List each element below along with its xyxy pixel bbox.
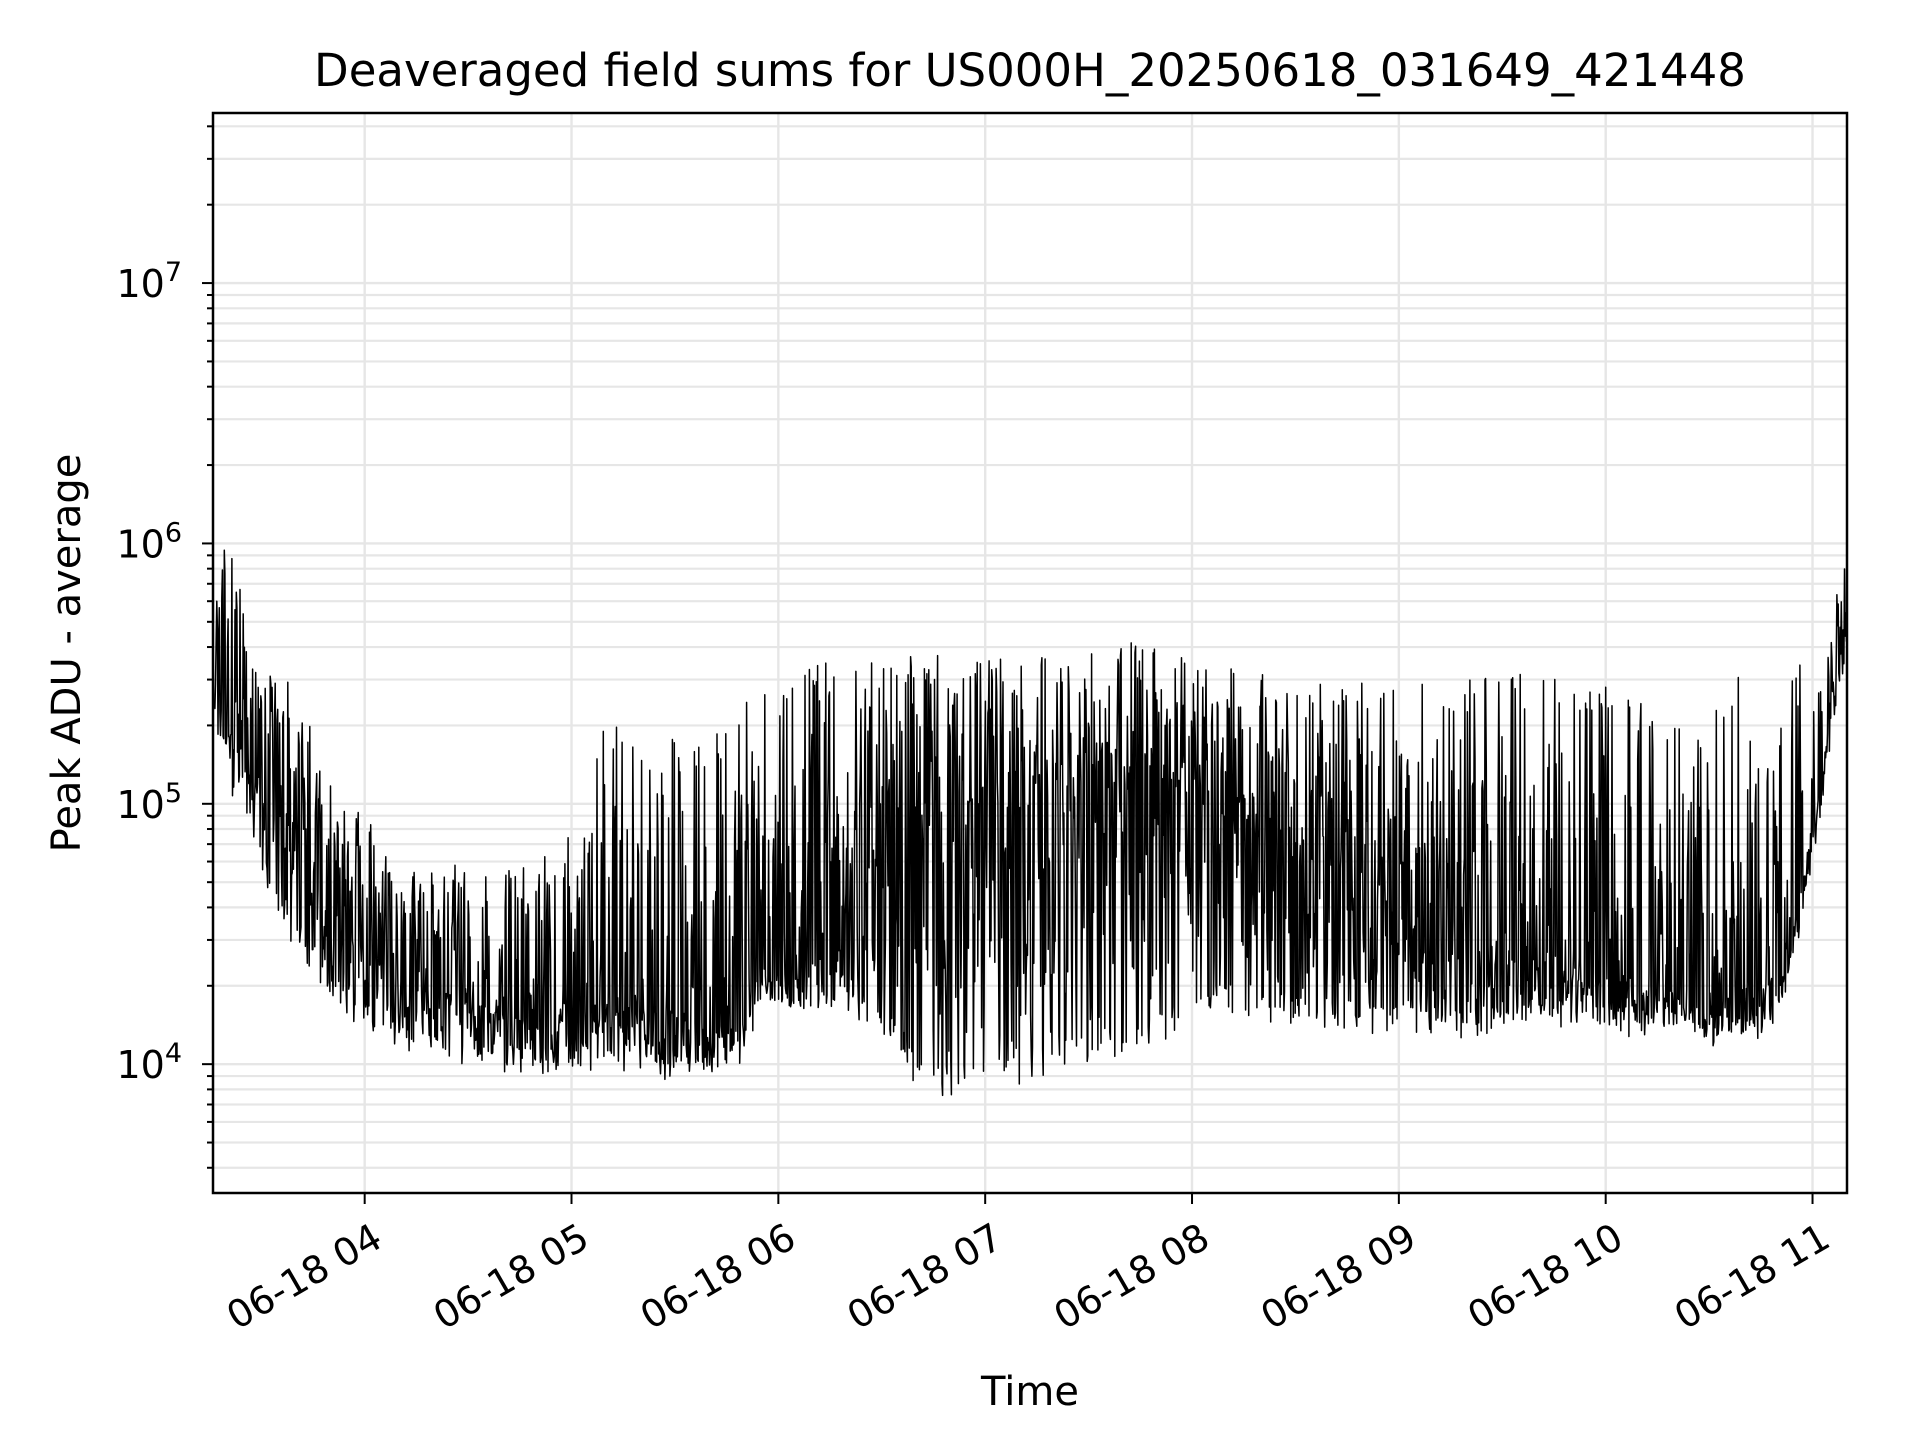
y-axis-label: Peak ADU - average (44, 454, 90, 853)
x-tick-label: 06-18 08 (1047, 1215, 1217, 1339)
x-tick-label: 06-18 07 (840, 1215, 1010, 1339)
grid-lines (213, 113, 1847, 1193)
x-tick-label: 06-18 05 (426, 1215, 596, 1339)
x-tick-label: 06-18 06 (633, 1215, 803, 1339)
x-axis-label: Time (980, 1369, 1079, 1415)
y-tick-label: 105 (116, 778, 182, 827)
y-tick-label: 107 (116, 257, 182, 306)
x-tick-label: 06-18 09 (1253, 1215, 1423, 1339)
y-tick-label: 104 (116, 1038, 182, 1087)
plot-frame (211, 111, 1849, 1195)
series-line (212, 549, 1848, 1097)
x-tick-label: 06-18 11 (1667, 1215, 1837, 1339)
chart-title: Deaveraged field sums for US000H_2025061… (314, 44, 1746, 97)
x-tick-label: 06-18 04 (219, 1215, 389, 1339)
x-tick-label: 06-18 10 (1460, 1215, 1630, 1339)
y-tick-label: 106 (116, 517, 182, 566)
series-layer (212, 549, 1848, 1097)
